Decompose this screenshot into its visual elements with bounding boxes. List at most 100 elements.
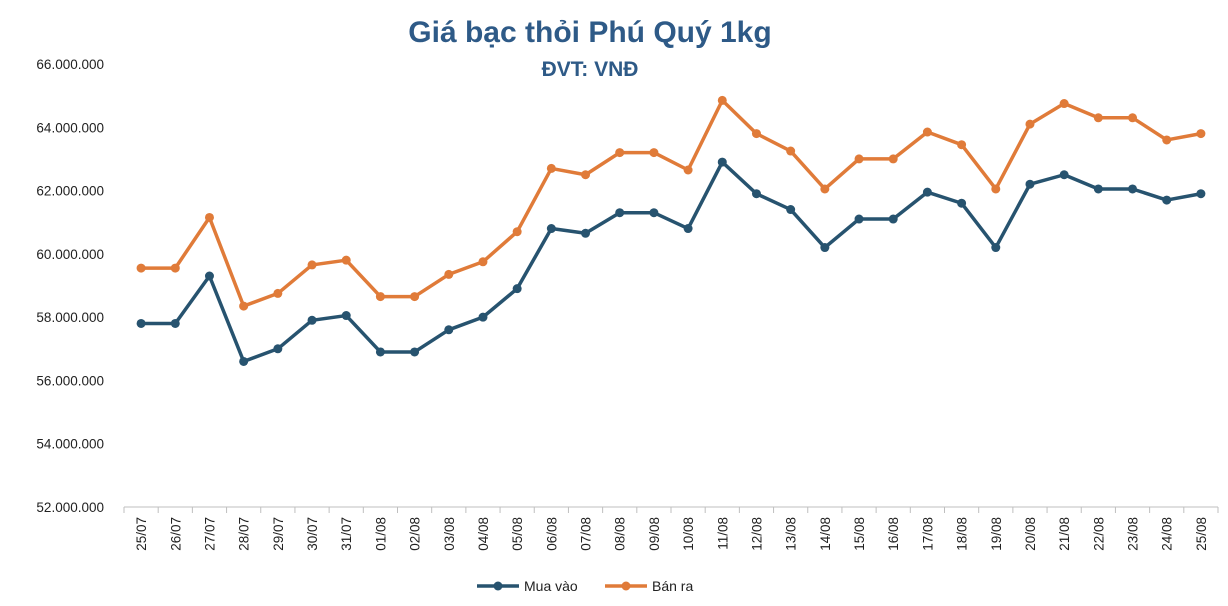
data-point [375, 347, 385, 357]
data-point [444, 269, 454, 279]
data-point [512, 227, 522, 237]
data-point [888, 154, 898, 164]
legend-swatch-marker [621, 581, 631, 591]
data-point [307, 315, 317, 325]
y-tick-label: 66.000.000 [36, 57, 104, 72]
data-point [922, 187, 932, 197]
data-point [410, 292, 420, 302]
chart-title: Giá bạc thỏi Phú Quý 1kg [408, 16, 771, 49]
data-point [546, 224, 556, 234]
legend-label: Mua vào [524, 578, 578, 594]
y-tick-label: 58.000.000 [36, 310, 104, 325]
data-point [478, 312, 488, 322]
x-tick-label: 20/08 [1023, 517, 1038, 551]
data-point [1093, 184, 1103, 194]
data-point [820, 243, 830, 253]
data-point [1059, 170, 1069, 180]
data-point [341, 311, 351, 321]
legend: Mua vào Bán ra [477, 578, 693, 594]
data-point [820, 184, 830, 194]
x-tick-label: 13/08 [784, 517, 799, 551]
data-point [239, 356, 249, 366]
data-point [615, 148, 625, 158]
data-point [649, 148, 659, 158]
x-tick-label: 14/08 [818, 517, 833, 551]
x-tick-label: 23/08 [1126, 517, 1141, 551]
data-point [649, 208, 659, 218]
data-point [1162, 195, 1172, 205]
data-point [683, 224, 693, 234]
data-point [1128, 184, 1138, 194]
x-tick-label: 26/07 [168, 517, 183, 551]
data-point [786, 146, 796, 156]
data-point [239, 301, 249, 311]
x-tick-label: 31/07 [339, 517, 354, 551]
x-tick-label: 27/07 [202, 517, 217, 551]
data-point [512, 284, 522, 294]
data-point [204, 212, 214, 222]
data-point [273, 288, 283, 298]
x-tick-label: 12/08 [749, 517, 764, 551]
x-tick-label: 05/08 [510, 517, 525, 551]
y-tick-label: 60.000.000 [36, 247, 104, 262]
data-point [1128, 113, 1138, 123]
data-point [136, 263, 146, 273]
x-tick-label: 01/08 [373, 517, 388, 551]
data-point [410, 347, 420, 357]
data-point [854, 214, 864, 224]
x-tick-label: 25/07 [134, 517, 149, 551]
x-tick-label: 03/08 [442, 517, 457, 551]
x-tick-label: 28/07 [237, 517, 252, 551]
data-point [204, 271, 214, 281]
x-tick-label: 21/08 [1057, 517, 1072, 551]
data-point [922, 127, 932, 137]
series-layer [136, 95, 1206, 366]
data-point [751, 129, 761, 139]
y-tick-label: 64.000.000 [36, 120, 104, 135]
data-point [991, 184, 1001, 194]
x-tick-label: 06/08 [544, 517, 559, 551]
data-point [478, 257, 488, 267]
data-point [136, 318, 146, 328]
data-point [170, 263, 180, 273]
x-tick-label: 29/07 [271, 517, 286, 551]
x-tick-label: 17/08 [920, 517, 935, 551]
y-axis: 52.000.000 54.000.000 56.000.000 58.000.000… [36, 57, 104, 515]
x-tick-label: 11/08 [715, 517, 730, 550]
series-line-2 [139, 98, 1203, 308]
data-point [1025, 179, 1035, 189]
y-tick-label: 62.000.000 [36, 184, 104, 199]
x-tick-label: 16/08 [886, 517, 901, 551]
data-point [1196, 129, 1206, 139]
chart-subtitle: ĐVT: VNĐ [542, 58, 639, 81]
x-tick-label: 04/08 [476, 517, 491, 551]
x-tick-label: 18/08 [955, 517, 970, 551]
data-point [1059, 99, 1069, 109]
series-line-1 [139, 160, 1203, 364]
y-tick-label: 56.000.000 [36, 373, 104, 388]
y-tick-label: 54.000.000 [36, 437, 104, 452]
data-point [615, 208, 625, 218]
x-tick-label: 09/08 [647, 517, 662, 551]
data-point [170, 318, 180, 328]
data-point [546, 163, 556, 173]
data-point [1162, 135, 1172, 145]
x-tick-label: 30/07 [305, 517, 320, 551]
data-point [888, 214, 898, 224]
data-point [1025, 119, 1035, 129]
x-tick-label: 24/08 [1160, 517, 1175, 551]
x-tick-label: 22/08 [1091, 517, 1106, 551]
data-point [717, 95, 727, 105]
data-point [751, 189, 761, 199]
data-point [1093, 113, 1103, 123]
y-tick-label: 52.000.000 [36, 500, 104, 515]
x-tick-label: 10/08 [681, 517, 696, 551]
data-point [1196, 189, 1206, 199]
data-point [444, 325, 454, 335]
data-point [683, 165, 693, 175]
x-tick-label: 19/08 [989, 517, 1004, 551]
x-tick-label: 15/08 [852, 517, 867, 551]
data-point [717, 157, 727, 167]
data-point [375, 292, 385, 302]
